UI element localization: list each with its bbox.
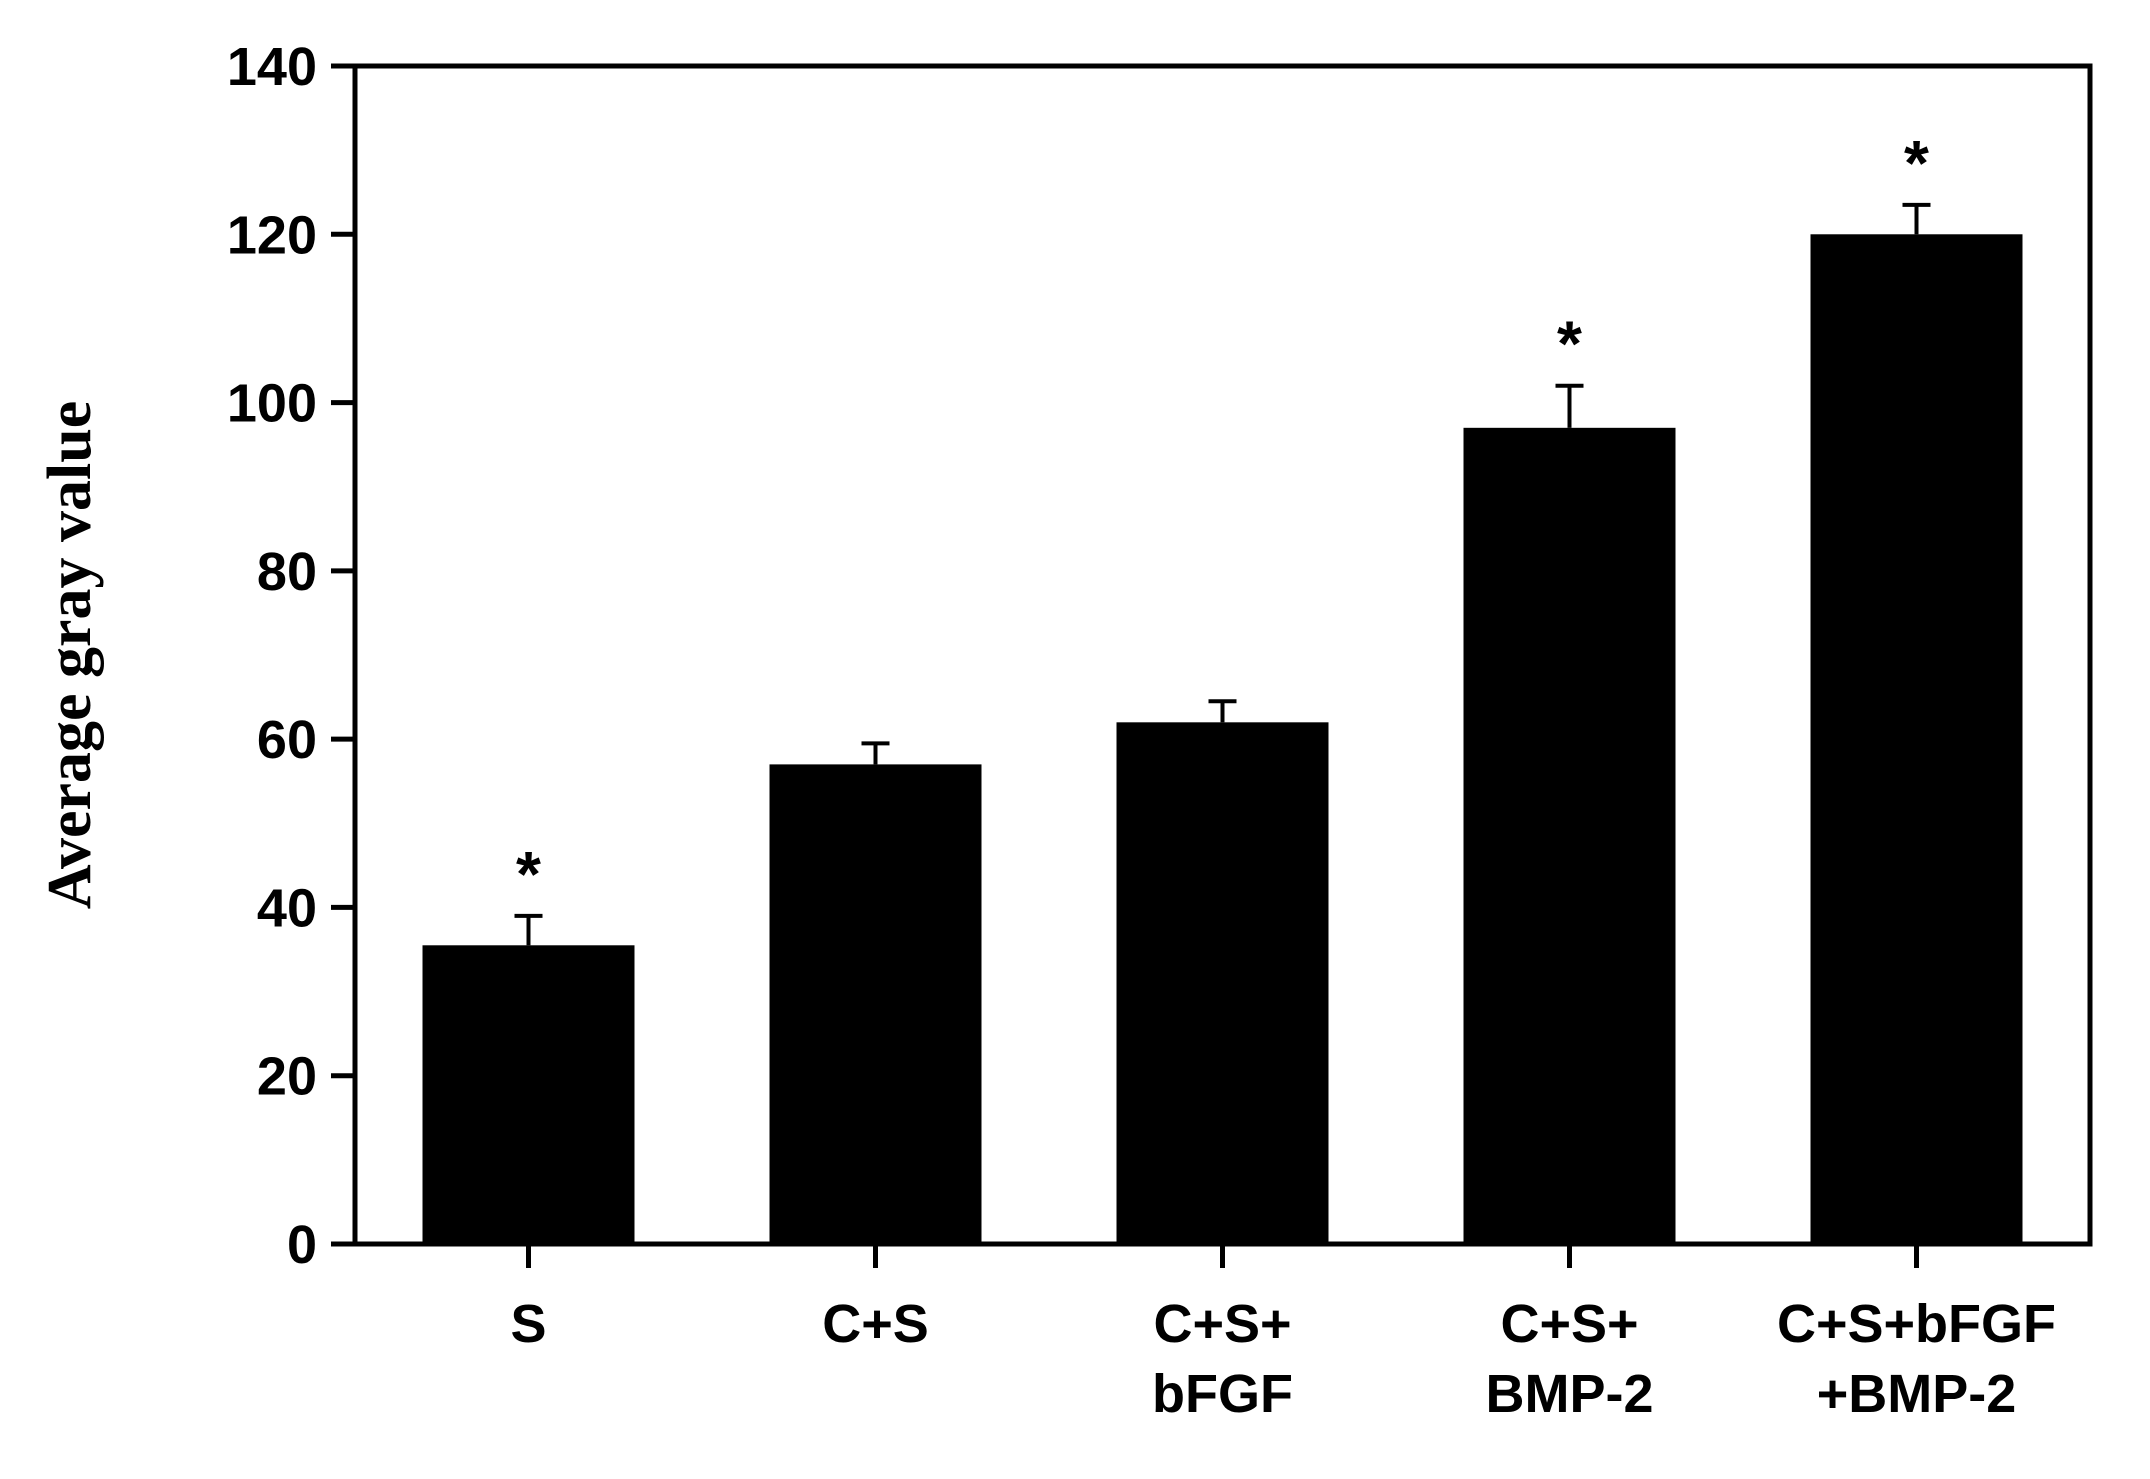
y-axis: 0 20 40 60 80 100 120 140: [227, 37, 355, 1275]
x-tick-label-line: BMP-2: [1485, 1364, 1653, 1424]
x-tick-label-line: C+S+: [1153, 1294, 1291, 1354]
x-tick-label-line: bFGF: [1152, 1364, 1293, 1424]
bar: [1463, 427, 1676, 1244]
y-tick-label: 40: [257, 878, 317, 938]
x-tick-label-line: C+S: [822, 1294, 929, 1354]
x-tick-label-line: +BMP-2: [1817, 1364, 2017, 1424]
bar: [422, 945, 635, 1244]
significance-star: *: [1904, 127, 1929, 199]
bar: [769, 764, 982, 1244]
significance-markers: * * *: [516, 127, 1929, 910]
y-tick-label: 100: [227, 374, 317, 434]
y-tick-label: 60: [257, 710, 317, 770]
x-axis: S C+S C+S+ bFGF C+S+ BMP-2 C+S+bFGF +BMP-2: [510, 1244, 2056, 1424]
x-tick-label: C+S+bFGF +BMP-2: [1777, 1294, 2056, 1424]
x-tick-label-line: C+S+bFGF: [1777, 1294, 2056, 1354]
y-tick-label: 0: [287, 1215, 317, 1275]
x-tick-label-line: C+S+: [1500, 1294, 1638, 1354]
x-tick-label: S: [510, 1294, 546, 1354]
significance-star: *: [516, 838, 541, 910]
y-tick-label: 140: [227, 37, 317, 97]
y-tick-label: 80: [257, 542, 317, 602]
x-tick-label: C+S+ bFGF: [1152, 1294, 1293, 1424]
x-tick-label: C+S+ BMP-2: [1485, 1294, 1653, 1424]
y-tick-label: 120: [227, 205, 317, 265]
y-axis-label: Average gray value: [36, 401, 104, 909]
bars: [422, 202, 2023, 1245]
x-tick-label-line: S: [510, 1294, 546, 1354]
bar: [1810, 234, 2023, 1245]
bar: [1116, 722, 1329, 1244]
y-tick-label: 20: [257, 1047, 317, 1107]
x-tick-label: C+S: [822, 1294, 929, 1354]
significance-star: *: [1557, 308, 1582, 380]
